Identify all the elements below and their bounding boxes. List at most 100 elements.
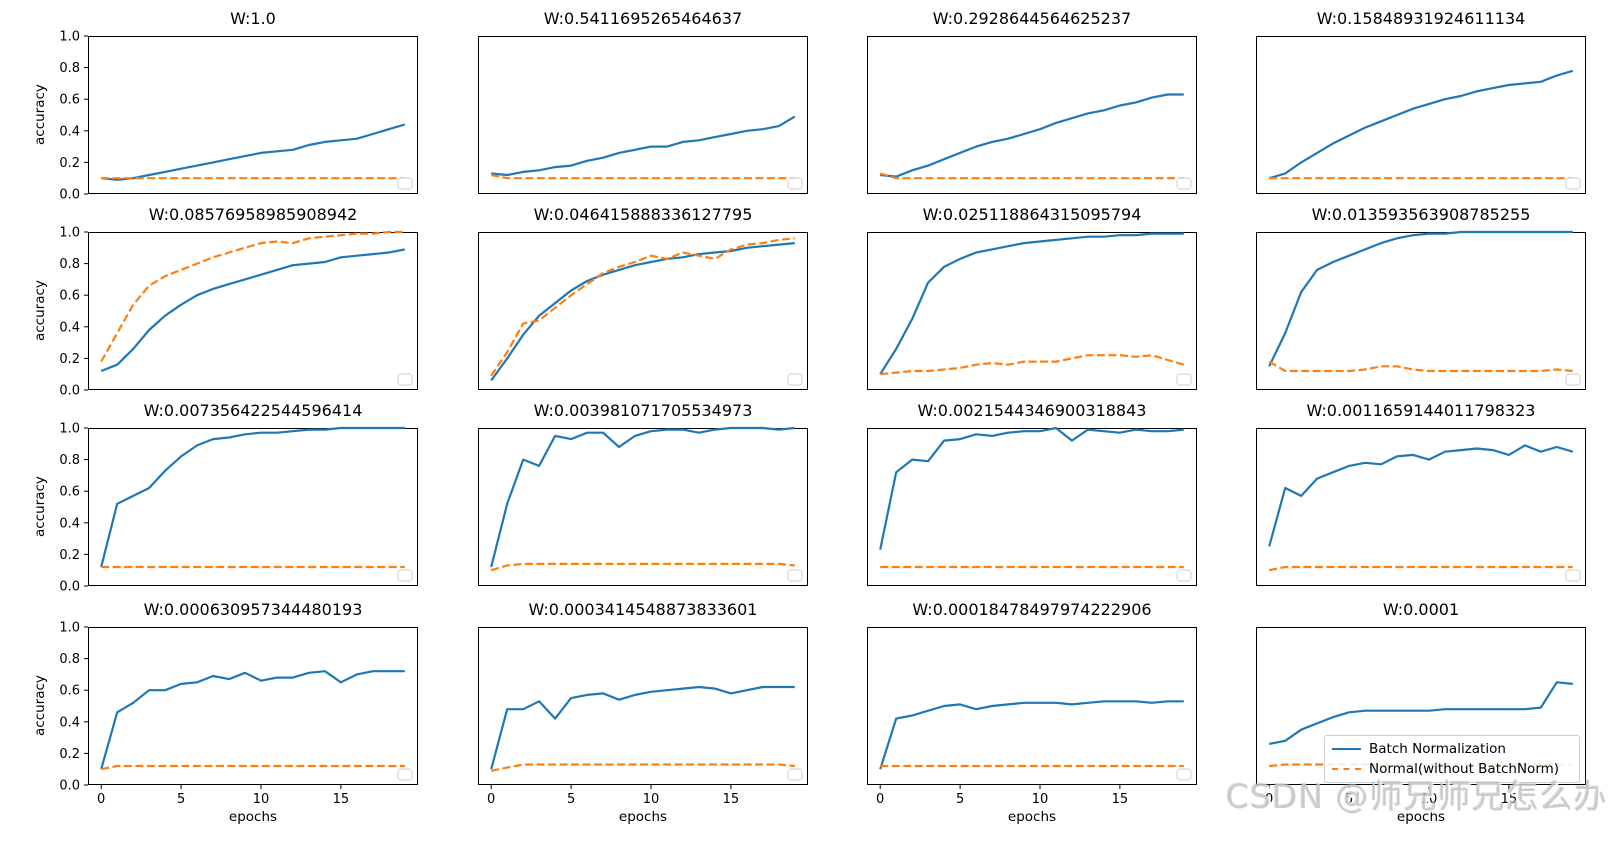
subplot-title: W:0.003981071705534973 [533, 401, 753, 420]
subplot-cell: W:0.025118864315095794 [867, 205, 1197, 390]
axes [1256, 428, 1586, 586]
batch-norm-line [100, 248, 406, 373]
subplot-title: W:0.08576958985908942 [148, 205, 358, 224]
x-tick-label: 5 [177, 792, 185, 807]
axes: 0.0 0.2 0.4 0.6 0.8 1.0 [59, 422, 418, 595]
mini-legend-box [397, 177, 413, 190]
batch-norm-line [879, 426, 1184, 550]
y-tick-label: 0.0 [59, 779, 80, 794]
normal-line [490, 562, 795, 572]
subplot-title: W:0.000630957344480193 [143, 600, 363, 619]
x-tick-label: 15 [1112, 792, 1129, 807]
mini-legend-box [397, 768, 413, 781]
batch-norm-line [1268, 230, 1573, 367]
subplot-cell: W:0.013593563908785255 [1256, 205, 1586, 390]
watermark: CSDN @师兄师兄怎么办 [1226, 777, 1608, 816]
mini-legend-box [1176, 768, 1192, 781]
subplot-title: W:0.00018478497974222906 [912, 600, 1152, 619]
normal-line [100, 764, 405, 771]
subplot-cell: W:0.0001 epochs 0 5 10 15 Batch Normalization N… [1256, 600, 1586, 825]
x-tick-label: 10 [253, 792, 270, 807]
subplot-cell: W:1.0 accuracy 0.0 0.2 0.4 0.6 0.8 1.0 [32, 9, 418, 203]
y-tick-label: 0.4 [59, 715, 80, 730]
axes-frame [478, 232, 808, 390]
subplot-cell: W:0.15848931924611134 [1256, 9, 1586, 194]
solid-line-sample [1332, 748, 1361, 750]
subplot-title: W:0.025118864315095794 [922, 205, 1142, 224]
axes-frame [867, 232, 1197, 390]
subplot-cell: W:0.0021544346900318843 [867, 401, 1197, 586]
x-tick-label: 10 [643, 792, 660, 807]
subplot-cell: W:0.046415888336127795 [478, 205, 808, 390]
axes-frame [1256, 627, 1586, 785]
legend-entry: Normal(without BatchNorm) [1332, 761, 1572, 777]
x-tick-label: 15 [723, 792, 740, 807]
axes [1256, 36, 1586, 194]
subplot-title: W:0.0001 [1382, 600, 1460, 619]
mini-legend-box [787, 177, 803, 190]
batch-norm-line [490, 685, 795, 770]
subplot-cell: W:0.003981071705534973 [478, 401, 808, 586]
y-tick-label: 1.0 [59, 621, 80, 636]
axes: 0 5 10 15 [867, 627, 1197, 807]
subplot-title: W:0.0021544346900318843 [917, 401, 1147, 420]
batch-norm-line [1268, 681, 1573, 745]
x-tick-label: 5 [1345, 792, 1353, 807]
legend-label: Batch Normalization [1369, 741, 1506, 757]
mini-legend-box [1565, 177, 1581, 190]
x-axis-label: epochs [1007, 809, 1057, 825]
x-tick-label: 15 [333, 792, 350, 807]
mini-legend-box [1176, 177, 1192, 190]
mini-legend-box [787, 569, 803, 582]
y-axis-label: accuracy [32, 280, 48, 342]
axes-frame [88, 232, 418, 390]
subplot-title: W:0.5411695265464637 [543, 9, 743, 28]
subplot-title: W:0.0011659144011798323 [1306, 401, 1536, 420]
axes-frame [1256, 428, 1586, 586]
axes [867, 36, 1197, 194]
batch-norm-line [100, 670, 405, 770]
mini-legend-box [397, 373, 413, 386]
axes: 0 5 10 15 [478, 627, 808, 807]
y-tick-label: 0.8 [59, 652, 80, 667]
x-tick-label: 10 [1421, 792, 1438, 807]
mini-legend-box [1176, 373, 1192, 386]
axes-frame [867, 428, 1197, 586]
axes-frame [1256, 232, 1586, 390]
axes-frame [88, 627, 418, 785]
normal-line [880, 354, 1185, 376]
axes [1256, 230, 1586, 390]
y-tick-label: 0.0 [59, 384, 80, 399]
batch-norm-line [1268, 69, 1574, 180]
dashed-line-sample [1332, 768, 1361, 770]
y-tick-label: 1.0 [59, 422, 80, 437]
axes: 0.0 0.2 0.4 0.6 0.8 1.0 0 5 10 15 [59, 621, 418, 807]
normal-line [100, 230, 405, 363]
mini-legend-box [1565, 569, 1581, 582]
y-tick-label: 0.6 [59, 485, 80, 500]
axes-frame [867, 627, 1197, 785]
axes-frame [88, 36, 418, 194]
x-tick-label: 5 [567, 792, 575, 807]
mini-legend-box [1176, 569, 1192, 582]
y-tick-label: 0.2 [59, 747, 80, 762]
subplot-cell: W:0.0003414548873833601 epochs 0 5 10 15 [478, 600, 808, 825]
batch-norm-line [1268, 444, 1574, 547]
normal-line [490, 763, 795, 772]
mini-legend-box [1565, 373, 1581, 386]
subplot-title: W:1.0 [230, 9, 276, 28]
x-tick-label: 0 [97, 792, 105, 807]
axes [478, 232, 808, 390]
batch-norm-line [879, 232, 1184, 375]
y-tick-label: 0.4 [59, 516, 80, 531]
normal-line [490, 173, 795, 180]
normal-line [1268, 360, 1573, 373]
axes [867, 232, 1197, 390]
subplot-title: W:0.2928644564625237 [932, 9, 1132, 28]
x-tick-label: 10 [1032, 792, 1049, 807]
batch-norm-line [879, 700, 1184, 770]
y-tick-label: 1.0 [59, 30, 80, 45]
subplot-cell: W:0.007356422544596414 accuracy 0.0 0.2 0.4 0… [32, 401, 418, 595]
y-tick-label: 0.4 [59, 124, 80, 139]
